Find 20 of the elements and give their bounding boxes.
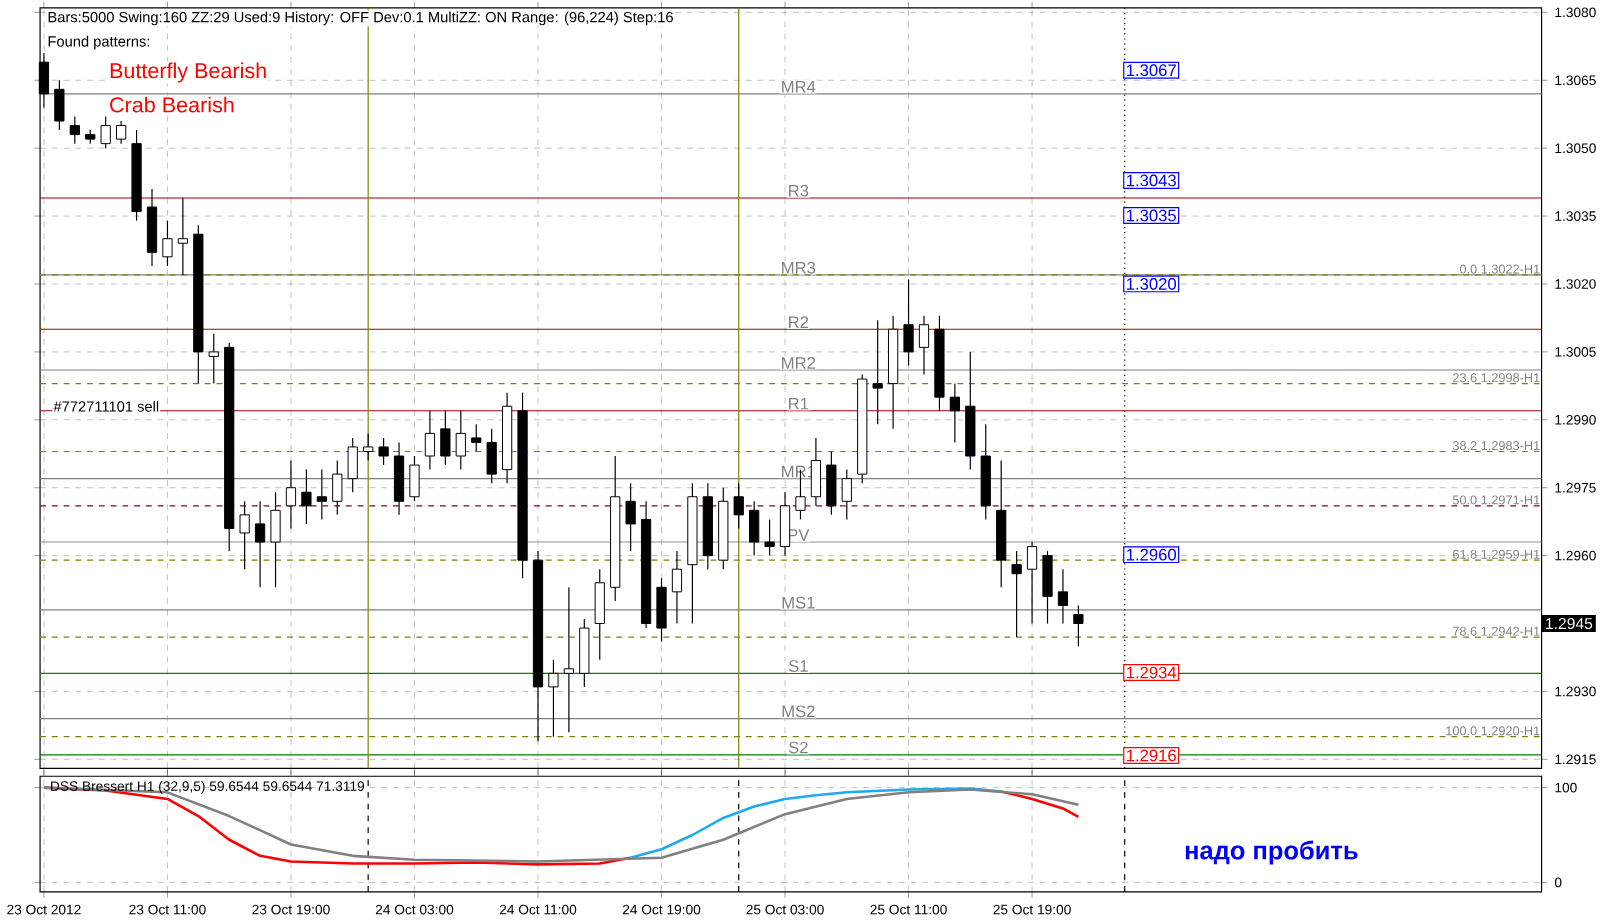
ref-line-label: MS2 (782, 704, 815, 717)
annotation: 1.3035 (1126, 209, 1176, 221)
ref-line-label: MR4 (782, 80, 816, 93)
annotation: 1.2934 (1126, 666, 1177, 678)
ref-line-label: R2 (789, 315, 809, 328)
annotation: 1.3067 (1126, 63, 1176, 76)
ref-line-label: R1 (789, 397, 809, 409)
ref-line-label: R3 (789, 184, 809, 197)
ref-line-label: S1 (788, 659, 808, 672)
annotation: 1.3043 (1126, 174, 1176, 186)
annotation: Butterfly Bearish (110, 61, 266, 83)
annotation: 1.3020 (1126, 277, 1177, 290)
annotation: Crab Bearish (110, 96, 234, 113)
annotation: 1.2960 (1126, 548, 1177, 561)
ref-line-label: S2 (788, 741, 808, 753)
annotation: 1.2916 (1126, 749, 1176, 761)
annotation: надо пробить (1185, 840, 1358, 865)
ref-line-label: MS1 (782, 596, 815, 609)
ref-line-label: MR2 (782, 356, 816, 369)
ref-line-label: MR3 (782, 261, 816, 274)
